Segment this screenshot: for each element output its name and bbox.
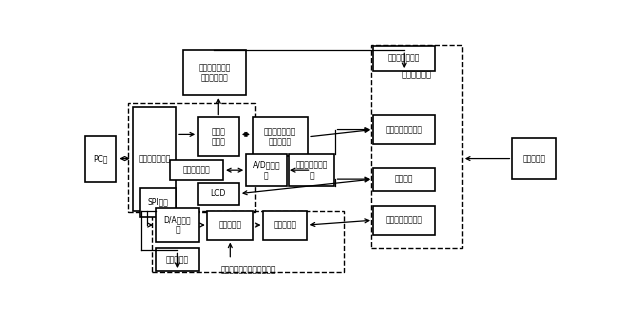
- Bar: [373, 206, 435, 235]
- Text: 嵌入式微处理器: 嵌入式微处理器: [138, 154, 170, 163]
- Text: 中央控制模块: 中央控制模块: [183, 166, 211, 175]
- Bar: [252, 117, 308, 156]
- Text: 透明电极阵列模块: 透明电极阵列模块: [386, 125, 423, 134]
- Text: A/D转换模
块: A/D转换模 块: [252, 160, 280, 180]
- Bar: [198, 183, 239, 204]
- Text: 电磁铁阵列模块: 电磁铁阵列模块: [388, 54, 420, 63]
- Bar: [133, 106, 176, 211]
- Bar: [246, 154, 287, 186]
- Text: 信号发生器: 信号发生器: [166, 255, 189, 264]
- Text: 电磁铁阵列摩擦
信号生成模块: 电磁铁阵列摩擦 信号生成模块: [198, 63, 231, 83]
- Text: 逻辑控
制模块: 逻辑控 制模块: [211, 127, 225, 147]
- Bar: [170, 160, 223, 181]
- Bar: [128, 103, 255, 212]
- Bar: [140, 187, 175, 217]
- Text: 压电陶瓷阵列模块: 压电陶瓷阵列模块: [386, 216, 423, 225]
- Text: 压电陶瓷摩擦信号生成模块: 压电陶瓷摩擦信号生成模块: [220, 265, 276, 274]
- Text: SPI模块: SPI模块: [148, 198, 168, 207]
- Bar: [156, 208, 199, 242]
- Text: 电极阵列摩擦信
号生成模块: 电极阵列摩擦信 号生成模块: [264, 127, 296, 147]
- Bar: [289, 154, 334, 186]
- Text: PC机: PC机: [94, 154, 108, 163]
- Text: 显示模块: 显示模块: [395, 175, 414, 184]
- Text: 操作者手指: 操作者手指: [523, 154, 546, 163]
- Bar: [208, 211, 253, 240]
- Text: 手指位置检测模
块: 手指位置检测模 块: [295, 160, 328, 180]
- Bar: [373, 46, 435, 71]
- Text: 触觉再现模块: 触觉再现模块: [401, 71, 432, 80]
- Bar: [264, 211, 307, 240]
- Bar: [184, 50, 246, 95]
- Bar: [373, 115, 435, 144]
- Bar: [198, 117, 239, 156]
- Bar: [156, 248, 199, 271]
- Bar: [512, 138, 556, 179]
- Text: LCD: LCD: [211, 189, 226, 198]
- Text: 微积累注器: 微积累注器: [219, 220, 242, 230]
- Bar: [152, 211, 344, 272]
- Bar: [85, 136, 116, 181]
- Bar: [371, 45, 462, 248]
- Text: D/A转换模
块: D/A转换模 块: [164, 215, 191, 235]
- Text: 功率放大器: 功率放大器: [273, 220, 296, 230]
- Bar: [373, 168, 435, 191]
